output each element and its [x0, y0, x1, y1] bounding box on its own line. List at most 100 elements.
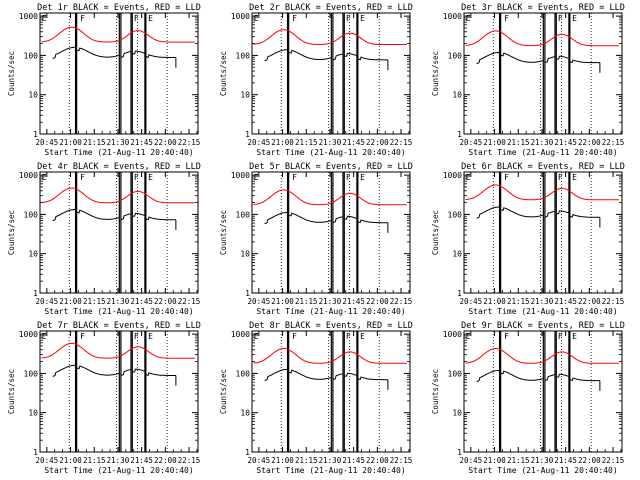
- y-tick-label: 100: [24, 369, 39, 378]
- x-tick-label: 22:15: [602, 297, 625, 306]
- x-axis-label: Start Time (21-Aug-11 20:40:40): [256, 148, 405, 157]
- y-tick-label: 1000: [443, 330, 462, 339]
- events-series-line: [288, 369, 332, 380]
- plot-frame: [251, 171, 411, 294]
- flag-label: F: [292, 173, 297, 182]
- events-series-line: [569, 59, 600, 64]
- x-tick-label: 21:30: [531, 456, 554, 465]
- y-tick-label: 1000: [19, 12, 38, 21]
- flag-label: F: [558, 173, 563, 182]
- events-series-line: [76, 209, 120, 220]
- y-axis-label: Counts/sec: [431, 210, 440, 255]
- flag-label: E: [466, 173, 471, 182]
- flag-label: F: [558, 14, 563, 23]
- x-tick-label: 22:15: [178, 456, 201, 465]
- events-series-line: [52, 208, 76, 222]
- flag-label: F: [346, 332, 351, 341]
- x-tick-label: 20:45: [36, 297, 59, 306]
- plot-frame: [463, 12, 623, 135]
- events-series-line: [120, 213, 131, 221]
- y-tick-label: 1000: [19, 330, 38, 339]
- x-tick-label: 20:45: [460, 456, 483, 465]
- lld-series-line: [41, 187, 195, 204]
- events-series-line: [344, 53, 358, 57]
- x-tick-label: 21:45: [554, 138, 577, 147]
- y-axis-label: Counts/sec: [431, 51, 440, 96]
- x-tick-label: 21:45: [130, 297, 153, 306]
- x-tick-label: 20:45: [248, 456, 271, 465]
- y-tick-label: 10: [240, 409, 250, 418]
- y-tick-label: 1: [33, 289, 38, 298]
- flag-label: E: [254, 173, 259, 182]
- x-tick-label: 22:15: [390, 297, 413, 306]
- events-series-line: [332, 216, 343, 224]
- events-series-line: [476, 369, 500, 383]
- x-tick-label: 21:00: [483, 138, 506, 147]
- events-series-line: [288, 212, 332, 223]
- x-tick-label: 21:15: [83, 297, 106, 306]
- y-tick-label: 1000: [19, 171, 38, 180]
- events-series-line: [500, 207, 544, 218]
- x-tick-label: 21:30: [107, 138, 130, 147]
- events-series-line: [145, 54, 176, 58]
- x-tick-label: 20:45: [460, 297, 483, 306]
- plot-frame: [39, 330, 199, 453]
- flag-label: F: [504, 332, 509, 341]
- y-tick-label: 1: [457, 448, 462, 457]
- y-tick-label: 10: [452, 91, 462, 100]
- events-series-line: [332, 53, 343, 61]
- flag-label: E: [42, 173, 47, 182]
- y-axis-label: Counts/sec: [219, 369, 228, 414]
- y-tick-label: 100: [236, 51, 251, 60]
- plot-frame: [463, 171, 623, 294]
- x-tick-label: 21:45: [130, 138, 153, 147]
- flag-label: F: [346, 14, 351, 23]
- flag-label: E: [42, 332, 47, 341]
- flag-label: F: [504, 14, 509, 23]
- events-series-line: [264, 49, 288, 62]
- y-tick-label: 1000: [443, 12, 462, 21]
- flag-label: F: [504, 173, 509, 182]
- x-tick-label: 21:00: [271, 138, 294, 147]
- panel-title: Det 1r BLACK = Events, RED = LLD: [37, 3, 201, 13]
- events-series-line: [288, 49, 332, 60]
- panel-title: Det 6r BLACK = Events, RED = LLD: [461, 162, 625, 172]
- x-tick-label: 21:30: [319, 456, 342, 465]
- y-tick-label: 10: [452, 250, 462, 259]
- x-tick-label: 20:45: [248, 297, 271, 306]
- x-tick-label: 22:15: [178, 138, 201, 147]
- x-tick-label: 22:15: [390, 456, 413, 465]
- panel-title: Det 8r BLACK = Events, RED = LLD: [249, 321, 413, 331]
- y-tick-label: 1000: [231, 171, 250, 180]
- events-series-line: [476, 51, 500, 65]
- x-tick-label: 21:30: [319, 138, 342, 147]
- flag-label: F: [292, 332, 297, 341]
- x-tick-label: 21:45: [342, 297, 365, 306]
- x-tick-label: 22:15: [390, 138, 413, 147]
- flag-label: F: [346, 173, 351, 182]
- flag-label: F: [80, 332, 85, 341]
- x-tick-label: 21:00: [483, 297, 506, 306]
- events-series-line: [544, 210, 555, 218]
- y-tick-label: 100: [24, 210, 39, 219]
- x-tick-label: 22:00: [578, 456, 601, 465]
- y-axis-label: Counts/sec: [7, 210, 16, 255]
- flag-label: F: [134, 332, 139, 341]
- x-tick-label: 21:00: [59, 456, 82, 465]
- lld-series-line: [253, 29, 407, 45]
- y-tick-label: 10: [28, 91, 38, 100]
- events-series-line: [344, 215, 358, 220]
- flag-label: F: [292, 14, 297, 23]
- events-series-line: [556, 373, 570, 378]
- y-tick-label: 1: [457, 130, 462, 139]
- flag-label: E: [572, 14, 577, 23]
- flag-label: E: [466, 332, 471, 341]
- x-tick-label: 21:15: [83, 138, 106, 147]
